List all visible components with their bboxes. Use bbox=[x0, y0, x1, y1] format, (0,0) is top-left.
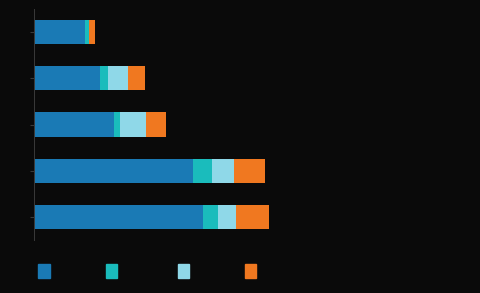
Bar bbox=[100, 66, 108, 90]
Bar bbox=[114, 113, 120, 137]
Bar bbox=[34, 113, 114, 137]
Bar bbox=[108, 66, 128, 90]
Bar bbox=[128, 66, 144, 90]
Bar bbox=[34, 159, 193, 183]
Bar bbox=[85, 20, 89, 44]
Bar bbox=[193, 159, 212, 183]
Bar bbox=[234, 159, 265, 183]
Bar bbox=[34, 205, 204, 229]
Bar bbox=[236, 205, 269, 229]
Bar bbox=[34, 20, 85, 44]
Bar bbox=[89, 20, 96, 44]
Bar bbox=[204, 205, 218, 229]
Bar bbox=[218, 205, 236, 229]
Bar bbox=[120, 113, 146, 137]
Bar bbox=[212, 159, 234, 183]
Bar bbox=[146, 113, 166, 137]
Bar bbox=[34, 66, 100, 90]
